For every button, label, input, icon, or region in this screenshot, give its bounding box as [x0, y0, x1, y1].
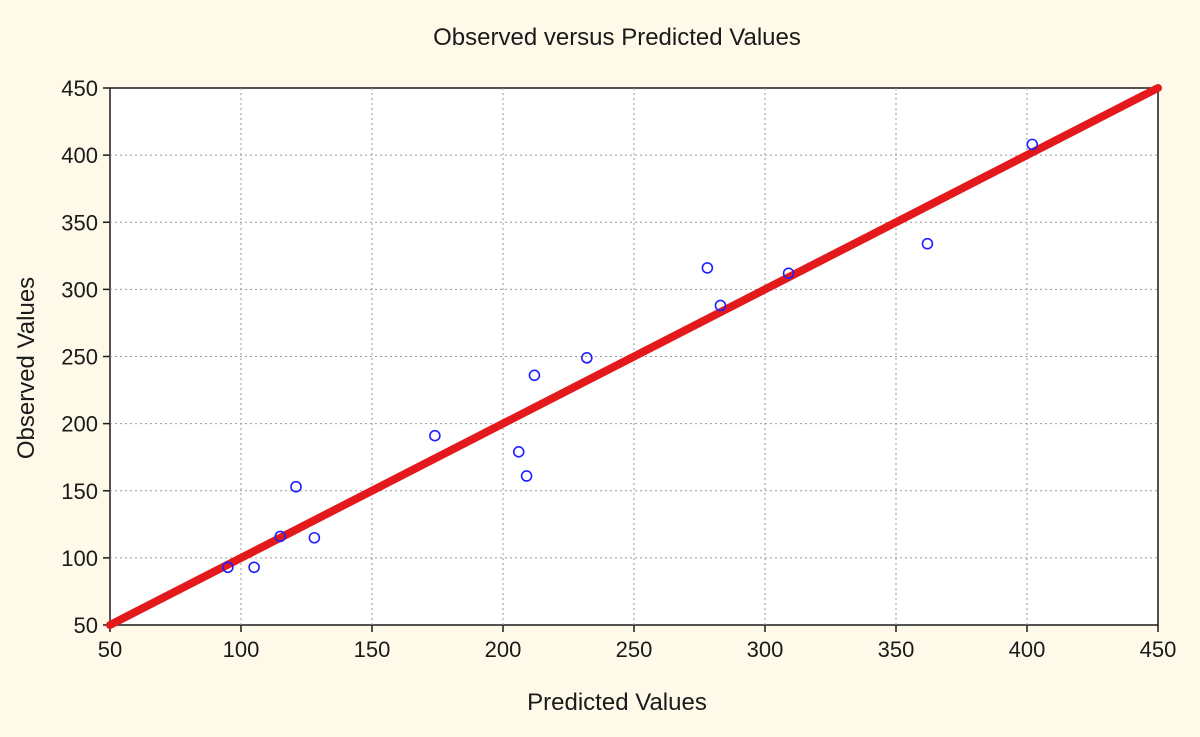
y-tick-label: 150 — [61, 479, 98, 504]
x-tick-label: 350 — [878, 637, 915, 662]
x-tick-label: 100 — [223, 637, 260, 662]
x-tick-label: 300 — [747, 637, 784, 662]
x-tick-label: 200 — [485, 637, 522, 662]
data-point — [429, 429, 441, 442]
y-axis-label: Observed Values — [13, 277, 40, 459]
y-axis-tick-labels: 50 100 150 200 250 300 350 400 450 — [61, 76, 98, 638]
y-tick-label: 200 — [61, 412, 98, 437]
y-tick-label: 350 — [61, 210, 98, 235]
data-point — [520, 470, 533, 482]
x-tick-label: 50 — [98, 637, 122, 662]
data-point — [782, 267, 795, 280]
data-point — [248, 561, 260, 574]
data-point — [512, 446, 525, 458]
y-tick-label: 300 — [61, 277, 98, 302]
x-tick-label: 150 — [354, 637, 391, 662]
x-tick-label: 400 — [1009, 637, 1046, 662]
data-point — [714, 299, 727, 312]
data-point — [308, 531, 321, 544]
data-point — [921, 237, 934, 250]
y-tick-label: 100 — [61, 546, 98, 571]
x-tick-label: 450 — [1140, 637, 1177, 662]
x-axis-label: Predicted Values — [527, 689, 707, 716]
data-point — [290, 480, 302, 493]
data-point — [222, 561, 234, 574]
x-tick-label: 250 — [616, 637, 653, 662]
data-point — [274, 530, 287, 543]
x-axis-tick-labels: 50 100 150 200 250 300 350 400 450 — [98, 637, 1177, 662]
chart-title: Observed versus Predicted Values — [433, 24, 801, 51]
y-tick-label: 400 — [61, 143, 98, 168]
y-tick-label: 50 — [74, 613, 98, 638]
scatter-points — [222, 138, 1039, 574]
data-point — [581, 352, 593, 364]
y-tick-label: 250 — [61, 345, 98, 370]
data-point — [528, 369, 541, 382]
data-point — [701, 262, 714, 274]
data-point — [1026, 138, 1039, 151]
y-tick-label: 450 — [61, 76, 98, 101]
